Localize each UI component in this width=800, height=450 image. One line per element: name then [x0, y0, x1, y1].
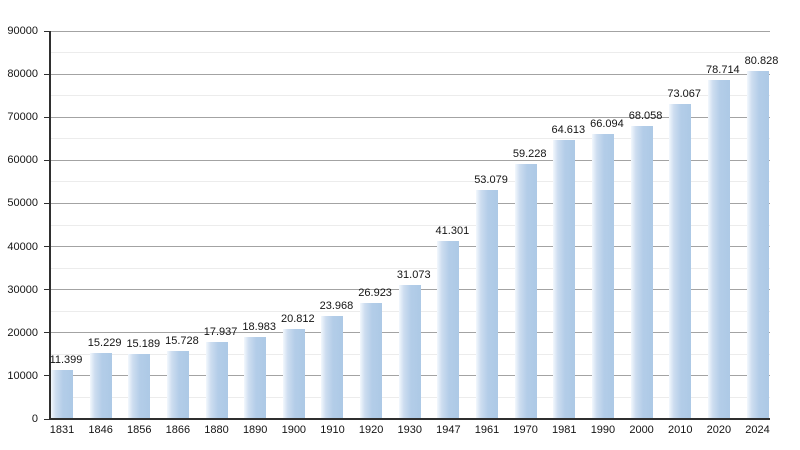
y-axis-tick-label: 80000	[7, 68, 38, 81]
x-axis-tick-label: 1930	[397, 424, 422, 436]
y-axis-tick-label: 40000	[7, 240, 38, 253]
x-axis-tick-label: 1970	[513, 424, 538, 436]
bar-value-label: 11.399	[49, 353, 83, 366]
y-axis-tick	[44, 73, 50, 75]
y-axis-tick	[44, 332, 50, 334]
bar	[51, 369, 73, 418]
y-axis-tick-label: 0	[31, 413, 38, 425]
bar-value-label: 18.983	[242, 321, 277, 334]
x-axis-tick-label: 2000	[629, 424, 654, 436]
bar	[514, 163, 537, 418]
y-axis-tick	[44, 202, 50, 204]
gridline-minor	[50, 95, 770, 97]
bar	[476, 190, 499, 418]
bar	[398, 285, 421, 418]
bar-value-label: 15.229	[87, 337, 122, 350]
y-axis-tick-label: 90000	[7, 25, 38, 37]
bar-value-label: 41.301	[435, 224, 470, 237]
bar	[746, 70, 769, 418]
bar	[321, 315, 344, 418]
bar	[205, 341, 228, 418]
bar	[630, 125, 653, 418]
x-axis-tick-label: 2010	[667, 424, 693, 436]
y-axis-tick	[44, 289, 50, 291]
y-axis-tick-label: 20000	[7, 326, 38, 339]
y-axis-tick	[44, 116, 50, 118]
bar	[282, 329, 305, 418]
x-axis-tick-label: 2024	[745, 424, 770, 436]
bar-value-label: 17.937	[203, 325, 238, 338]
gridline-major	[50, 116, 770, 118]
y-axis-tick-label: 70000	[7, 111, 38, 124]
y-axis-tick-label: 30000	[7, 283, 38, 296]
gridline-major	[50, 30, 770, 32]
y-axis-tick	[44, 418, 50, 420]
bar-value-label: 64.613	[551, 124, 586, 137]
bar-value-label: 26.923	[358, 286, 392, 299]
bar	[166, 351, 189, 418]
y-axis-tick-label: 50000	[7, 197, 38, 210]
x-axis-tick-label: 1990	[590, 424, 616, 436]
x-axis-tick-label: 1910	[320, 424, 345, 436]
x-axis-tick-label: 1866	[165, 424, 191, 436]
x-axis-tick-label: 1947	[436, 424, 461, 436]
bar	[244, 337, 267, 418]
bar-value-label: 73.067	[667, 88, 702, 100]
gridline-minor	[50, 138, 770, 140]
bar-value-label: 31.073	[396, 269, 431, 282]
gridline-major	[50, 73, 770, 75]
bar-value-label: 15.189	[126, 337, 161, 350]
bar-value-label: 53.079	[474, 174, 508, 187]
bar	[128, 353, 151, 418]
x-axis-tick-label: 1981	[552, 424, 577, 436]
gridline-minor	[50, 267, 770, 269]
x-axis-tick-label: 1846	[88, 424, 113, 436]
bar-value-label: 59.228	[512, 147, 547, 160]
y-axis-tick	[44, 246, 50, 248]
gridline-minor	[50, 224, 770, 226]
x-axis-tick-label: 2020	[706, 424, 732, 436]
gridline-minor	[50, 181, 770, 183]
bar	[437, 240, 460, 418]
bar-value-label: 80.828	[744, 54, 779, 67]
x-axis	[49, 418, 770, 420]
gridline-major	[50, 202, 770, 204]
x-axis-tick-label: 1856	[127, 424, 152, 436]
bar-value-label: 78.714	[706, 63, 740, 76]
x-axis-tick-label: 1961	[474, 424, 500, 436]
y-axis-tick	[44, 30, 50, 32]
x-axis-tick-label: 1880	[204, 424, 229, 436]
x-axis-tick-label: 1831	[49, 424, 75, 436]
bar-value-label: 66.094	[590, 118, 624, 131]
gridline-major	[50, 246, 770, 248]
gridline-minor	[50, 52, 770, 54]
bar	[360, 302, 383, 418]
bar	[669, 104, 692, 418]
x-axis-tick-label: 1890	[242, 424, 268, 436]
y-axis	[49, 31, 51, 420]
x-axis-tick-label: 1900	[281, 424, 307, 436]
bar	[591, 134, 614, 418]
y-axis-tick-label: 60000	[7, 154, 38, 167]
bar-value-label: 15.728	[165, 335, 199, 348]
bar-value-label: 23.968	[319, 299, 354, 312]
bar-value-label: 68.058	[628, 109, 663, 122]
y-axis-tick	[44, 159, 50, 161]
bar	[553, 140, 576, 418]
y-axis-tick	[44, 375, 50, 377]
bar-value-label: 20.812	[281, 313, 315, 326]
bar	[707, 79, 730, 418]
gridline-major	[50, 159, 770, 161]
x-axis-tick-label: 1920	[358, 424, 384, 436]
bar	[89, 353, 112, 418]
y-axis-tick-label: 10000	[7, 369, 38, 382]
